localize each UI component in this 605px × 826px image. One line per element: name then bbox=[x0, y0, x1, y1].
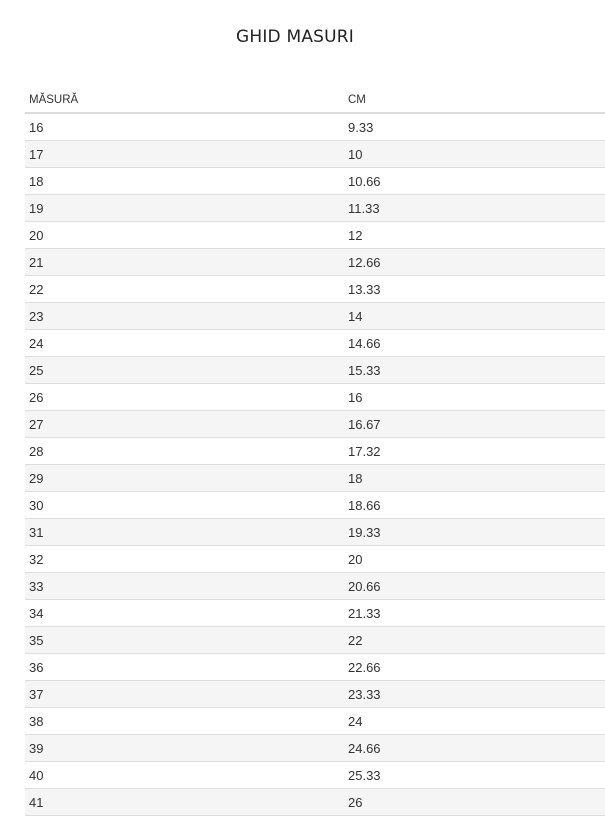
cm-cell: 10.66 bbox=[348, 167, 605, 195]
table-row: 18 10.66 bbox=[25, 167, 605, 195]
size-cell: 27 bbox=[25, 410, 348, 438]
table-row: 33 20.66 bbox=[25, 572, 605, 600]
table-row: 20 12 bbox=[25, 221, 605, 249]
cm-cell: 20.66 bbox=[348, 572, 605, 600]
page-title: GHID MASURI bbox=[235, 27, 355, 47]
size-cell: 32 bbox=[25, 545, 348, 573]
cm-cell: 20 bbox=[348, 545, 605, 573]
table-row: 34 21.33 bbox=[25, 599, 605, 627]
cm-cell: 11.33 bbox=[348, 194, 605, 222]
size-cell: 25 bbox=[25, 356, 348, 384]
size-cell: 37 bbox=[25, 680, 348, 708]
size-cell: 33 bbox=[25, 572, 348, 600]
table-row: 38 24 bbox=[25, 707, 605, 735]
table-row: 32 20 bbox=[25, 545, 605, 573]
table-row: 41 26 bbox=[25, 788, 605, 816]
cm-cell: 24 bbox=[348, 707, 605, 735]
cm-cell: 17.32 bbox=[348, 437, 605, 465]
size-cell: 41 bbox=[25, 788, 348, 816]
cm-cell: 12.66 bbox=[348, 248, 605, 276]
size-cell: 18 bbox=[25, 167, 348, 195]
header-cm: CM bbox=[348, 88, 605, 114]
size-cell: 38 bbox=[25, 707, 348, 735]
table-row: 30 18.66 bbox=[25, 491, 605, 519]
size-guide-table: MĂSURĂ CM 16 9.33 17 10 18 10.66 19 11.33 20 12 21… bbox=[25, 88, 605, 816]
cm-cell: 13.33 bbox=[348, 275, 605, 303]
table-row: 28 17.32 bbox=[25, 437, 605, 465]
size-cell: 29 bbox=[25, 464, 348, 492]
cm-cell: 24.66 bbox=[348, 734, 605, 762]
table-row: 17 10 bbox=[25, 140, 605, 168]
cm-cell: 19.33 bbox=[348, 518, 605, 546]
table-row: 35 22 bbox=[25, 626, 605, 654]
size-cell: 40 bbox=[25, 761, 348, 789]
table-row: 25 15.33 bbox=[25, 356, 605, 384]
size-cell: 35 bbox=[25, 626, 348, 654]
size-cell: 34 bbox=[25, 599, 348, 627]
cm-cell: 9.33 bbox=[348, 113, 605, 141]
table-row: 31 19.33 bbox=[25, 518, 605, 546]
size-cell: 22 bbox=[25, 275, 348, 303]
size-cell: 16 bbox=[25, 113, 348, 141]
cm-cell: 25.33 bbox=[348, 761, 605, 789]
size-cell: 31 bbox=[25, 518, 348, 546]
size-cell: 20 bbox=[25, 221, 348, 249]
size-cell: 36 bbox=[25, 653, 348, 681]
cm-cell: 12 bbox=[348, 221, 605, 249]
table-row: 39 24.66 bbox=[25, 734, 605, 762]
size-cell: 28 bbox=[25, 437, 348, 465]
header-size: MĂSURĂ bbox=[25, 88, 348, 114]
cm-cell: 14.66 bbox=[348, 329, 605, 357]
cm-cell: 18.66 bbox=[348, 491, 605, 519]
cm-cell: 18 bbox=[348, 464, 605, 492]
table-row: 24 14.66 bbox=[25, 329, 605, 357]
table-row: 21 12.66 bbox=[25, 248, 605, 276]
cm-cell: 22.66 bbox=[348, 653, 605, 681]
table-body: 16 9.33 17 10 18 10.66 19 11.33 20 12 21 12.66 22 13.… bbox=[25, 113, 605, 816]
size-cell: 24 bbox=[25, 329, 348, 357]
table-row: 40 25.33 bbox=[25, 761, 605, 789]
cm-cell: 10 bbox=[348, 140, 605, 168]
cm-cell: 15.33 bbox=[348, 356, 605, 384]
cm-cell: 21.33 bbox=[348, 599, 605, 627]
table-header-row: MĂSURĂ CM bbox=[25, 88, 605, 114]
size-cell: 19 bbox=[25, 194, 348, 222]
size-cell: 17 bbox=[25, 140, 348, 168]
table-row: 26 16 bbox=[25, 383, 605, 411]
table-row: 36 22.66 bbox=[25, 653, 605, 681]
size-cell: 23 bbox=[25, 302, 348, 330]
size-cell: 39 bbox=[25, 734, 348, 762]
size-cell: 26 bbox=[25, 383, 348, 411]
table-row: 16 9.33 bbox=[25, 113, 605, 141]
table-row: 27 16.67 bbox=[25, 410, 605, 438]
cm-cell: 22 bbox=[348, 626, 605, 654]
cm-cell: 14 bbox=[348, 302, 605, 330]
table-row: 19 11.33 bbox=[25, 194, 605, 222]
table-row: 29 18 bbox=[25, 464, 605, 492]
cm-cell: 26 bbox=[348, 788, 605, 816]
cm-cell: 16.67 bbox=[348, 410, 605, 438]
table-row: 23 14 bbox=[25, 302, 605, 330]
table-row: 22 13.33 bbox=[25, 275, 605, 303]
cm-cell: 16 bbox=[348, 383, 605, 411]
size-cell: 30 bbox=[25, 491, 348, 519]
table-row: 37 23.33 bbox=[25, 680, 605, 708]
cm-cell: 23.33 bbox=[348, 680, 605, 708]
size-cell: 21 bbox=[25, 248, 348, 276]
